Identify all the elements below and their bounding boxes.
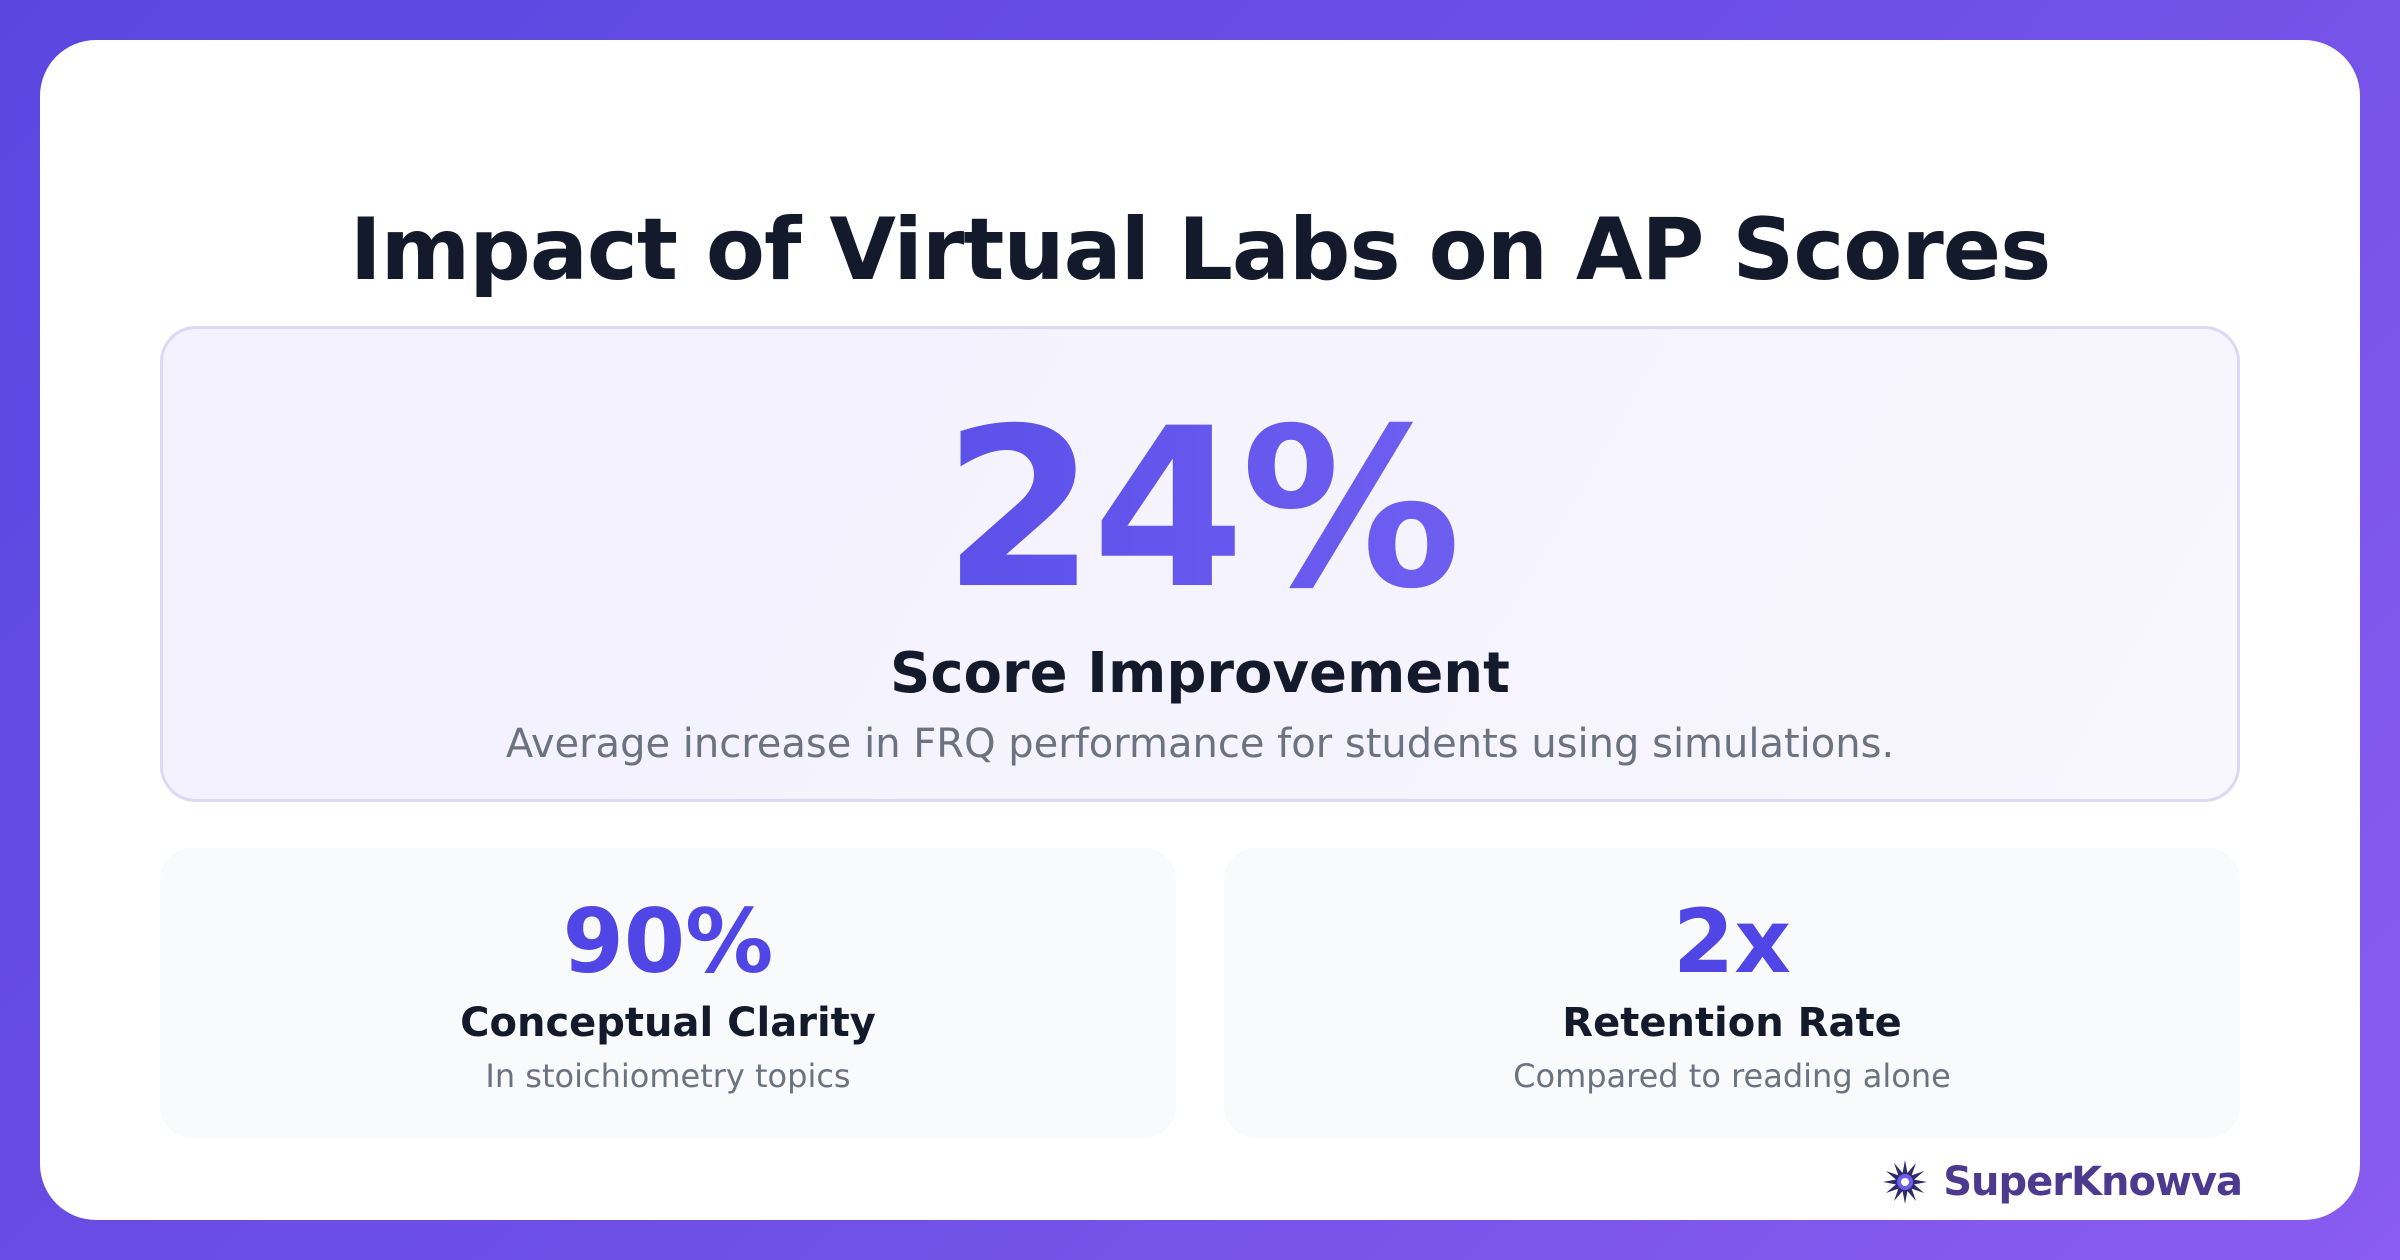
stat-description: Compared to reading alone: [1513, 1057, 1951, 1095]
hero-stat-description: Average increase in FRQ performance for …: [505, 721, 1895, 767]
hero-stat-value: 24%: [163, 399, 2237, 619]
page-title: Impact of Virtual Labs on AP Scores: [349, 200, 2052, 300]
stat-label: Retention Rate: [1562, 1000, 1902, 1046]
stat-description: In stoichiometry topics: [485, 1057, 851, 1095]
hero-stat-label: Score Improvement: [890, 641, 1510, 706]
brand-logo: SuperKnowva: [1881, 1150, 2243, 1214]
stat-card-conceptual-clarity: 90% Conceptual Clarity In stoichiometry …: [160, 848, 1176, 1138]
starburst-logo-icon: [1883, 1160, 1928, 1204]
stat-value: 90%: [562, 890, 774, 993]
brand-name: SuperKnowva: [1943, 1159, 2243, 1205]
stat-value: 2x: [1673, 890, 1791, 993]
hero-stat-panel: 24% Score Improvement Average increase i…: [160, 326, 2240, 802]
infographic-card: Impact of Virtual Labs on AP Scores 24% …: [40, 40, 2360, 1220]
stat-label: Conceptual Clarity: [460, 1000, 876, 1046]
stat-card-retention-rate: 2x Retention Rate Compared to reading al…: [1224, 848, 2240, 1138]
